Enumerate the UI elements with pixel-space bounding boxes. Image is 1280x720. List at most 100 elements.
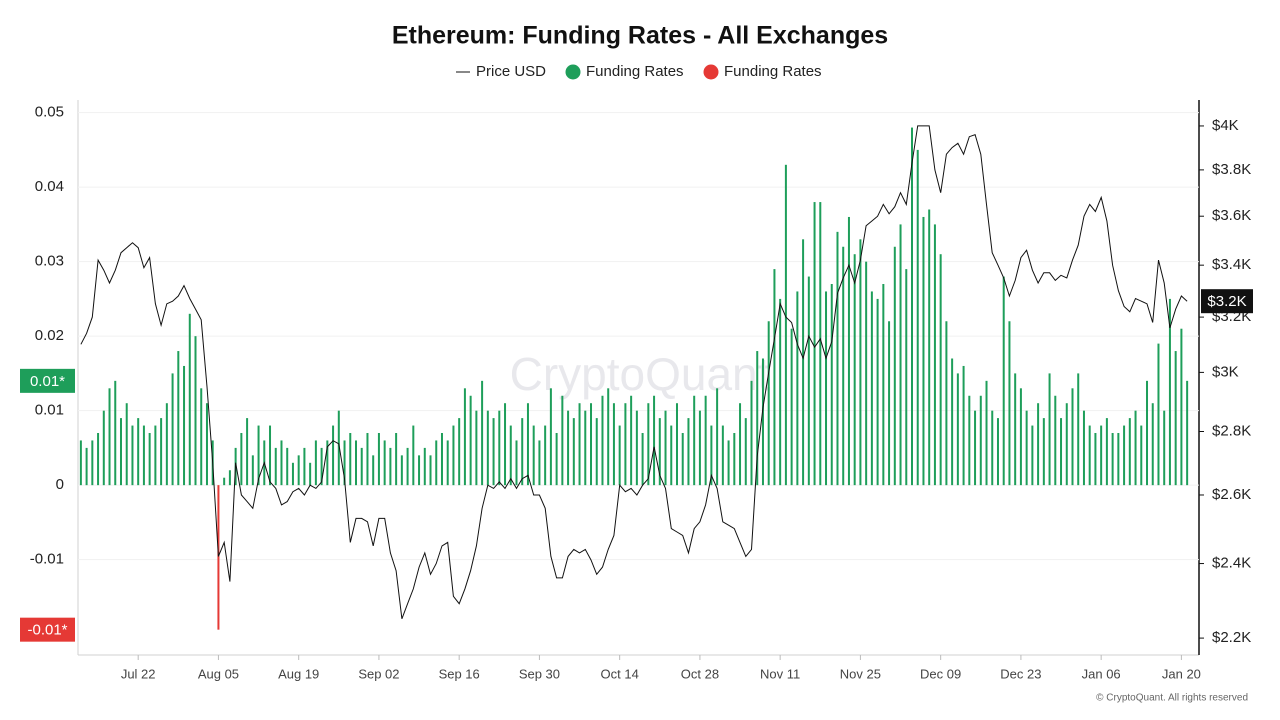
bar	[962, 365, 965, 486]
bar	[612, 403, 615, 486]
bar	[326, 440, 329, 486]
bar	[1054, 395, 1057, 486]
bar	[372, 455, 375, 486]
bar	[85, 447, 88, 486]
y-tick-label: 0.03	[35, 253, 64, 270]
bar	[601, 395, 604, 486]
bar	[79, 440, 82, 486]
bar	[549, 388, 552, 486]
y-tick-label: 0.04	[35, 178, 64, 195]
bar	[1151, 403, 1154, 486]
bar	[1140, 425, 1143, 486]
legend-label: Funding Rates	[586, 63, 684, 80]
bar	[332, 425, 335, 486]
bar	[389, 447, 392, 486]
y2-tick-label: $2.2K	[1212, 629, 1251, 646]
bar	[337, 410, 340, 486]
bar	[991, 410, 994, 486]
bar	[349, 433, 352, 486]
x-tick-label: Sep 02	[358, 666, 399, 681]
bar	[97, 433, 100, 486]
bar	[693, 395, 696, 486]
y2-tick-label: $2.8K	[1212, 422, 1251, 439]
bar	[870, 291, 873, 486]
bar	[1111, 433, 1114, 486]
y2-tick-label: $2.6K	[1212, 486, 1251, 503]
bar	[183, 365, 186, 486]
bar	[790, 328, 793, 486]
price-line	[80, 125, 1188, 619]
chart-title: Ethereum: Funding Rates - All Exchanges	[392, 22, 888, 50]
bar	[951, 358, 954, 486]
bar	[217, 485, 220, 630]
bar	[452, 425, 455, 486]
bar	[429, 455, 432, 486]
bar	[653, 395, 656, 486]
bar	[440, 433, 443, 486]
x-tick-label: Sep 16	[439, 666, 480, 681]
bar	[418, 455, 421, 486]
bar	[91, 440, 94, 486]
bar	[618, 425, 621, 486]
bar	[366, 433, 369, 486]
funding-positive-badge: 0.01*	[30, 373, 65, 390]
bar	[395, 433, 398, 486]
bar	[240, 433, 243, 486]
x-tick-label: Nov 11	[760, 666, 800, 681]
bar	[492, 418, 495, 486]
bar	[1025, 410, 1028, 486]
bar	[400, 455, 403, 486]
bar	[251, 455, 254, 486]
bar	[286, 447, 289, 486]
bar	[756, 351, 759, 486]
bar	[526, 403, 529, 486]
bar	[555, 433, 558, 486]
bar	[406, 447, 409, 486]
bar	[561, 395, 564, 486]
bar	[486, 410, 489, 486]
bar	[360, 447, 363, 486]
bar	[876, 298, 879, 486]
bar	[595, 418, 598, 486]
bar	[802, 239, 805, 486]
y2-tick-label: $3K	[1212, 363, 1239, 380]
bar	[727, 440, 730, 486]
bar	[257, 425, 260, 486]
bar	[928, 209, 931, 486]
bar	[1146, 380, 1149, 486]
bar	[664, 410, 667, 486]
bar	[131, 425, 134, 486]
bar	[303, 447, 306, 486]
y2-tick-label: $3.6K	[1212, 207, 1251, 224]
bar	[624, 403, 627, 486]
bar	[750, 380, 753, 486]
bar	[154, 425, 157, 486]
bar	[979, 395, 982, 486]
bar	[905, 269, 908, 486]
bar	[1065, 403, 1068, 486]
bar	[1014, 373, 1017, 486]
x-tick-label: Oct 14	[601, 666, 639, 681]
bar	[647, 403, 650, 486]
bar	[716, 388, 719, 486]
bar	[412, 425, 415, 486]
x-tick-label: Jul 22	[121, 666, 156, 681]
legend-label: Funding Rates	[724, 63, 822, 80]
bar	[1082, 410, 1085, 486]
bar	[515, 440, 518, 486]
bar	[446, 440, 449, 486]
bar	[1105, 418, 1108, 486]
bar	[246, 418, 249, 486]
legend-marker	[565, 64, 581, 80]
bar	[125, 403, 128, 486]
bar	[280, 440, 283, 486]
x-tick-label: Dec 23	[1000, 666, 1041, 681]
bar	[297, 455, 300, 486]
bar	[744, 418, 747, 486]
bar	[968, 395, 971, 486]
bar	[1100, 425, 1103, 486]
bar	[102, 410, 105, 486]
bar	[1002, 276, 1005, 486]
bar	[1134, 410, 1137, 486]
